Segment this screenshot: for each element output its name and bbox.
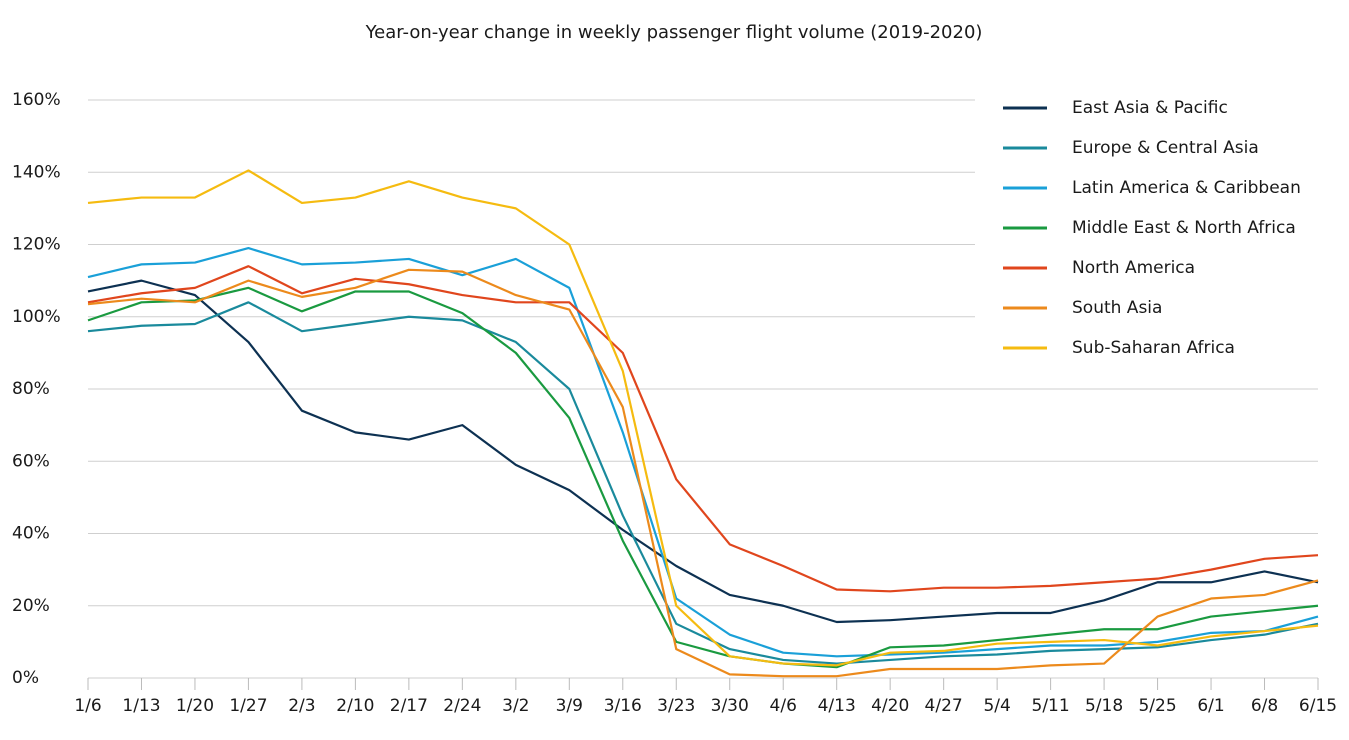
series-line	[87, 265, 1319, 593]
x-tick-label: 4/6	[770, 696, 797, 716]
x-tick-label: 3/16	[604, 696, 642, 716]
x-tick-label: 3/30	[711, 696, 749, 716]
legend-label: Middle East & North Africa	[1072, 218, 1296, 238]
x-tick-label: 3/9	[556, 696, 583, 716]
x-tick-label: 5/11	[1032, 696, 1070, 716]
legend-label: South Asia	[1072, 298, 1162, 318]
series-line	[87, 301, 1319, 665]
series-line	[87, 169, 1319, 667]
x-tick-label: 2/10	[336, 696, 374, 716]
y-tick-label: 80%	[12, 379, 50, 399]
series-line	[87, 247, 1319, 658]
y-tick-label: 60%	[12, 451, 50, 471]
x-tick-label: 2/24	[443, 696, 481, 716]
x-tick-label: 1/27	[229, 696, 267, 716]
x-tick-label: 4/13	[818, 696, 856, 716]
y-tick-label: 20%	[12, 596, 50, 616]
x-tick-label: 2/3	[288, 696, 315, 716]
x-tick-label: 6/15	[1299, 696, 1337, 716]
legend-label: East Asia & Pacific	[1072, 98, 1228, 118]
legend-label: Latin America & Caribbean	[1072, 178, 1301, 198]
legend-label: Sub-Saharan Africa	[1072, 338, 1235, 358]
series-line	[87, 279, 1319, 624]
x-tick-label: 6/8	[1251, 696, 1278, 716]
x-tick-label: 5/25	[1138, 696, 1176, 716]
y-tick-label: 0%	[12, 668, 39, 688]
x-tick-label: 3/2	[502, 696, 529, 716]
series-line	[87, 268, 1319, 678]
legend-label: Europe & Central Asia	[1072, 138, 1259, 158]
legend-label: North America	[1072, 258, 1195, 278]
x-tick-label: 5/4	[983, 696, 1010, 716]
x-tick-label: 4/20	[871, 696, 909, 716]
series-line	[87, 286, 1319, 669]
x-tick-label: 2/17	[390, 696, 428, 716]
y-tick-label: 100%	[12, 307, 61, 327]
y-tick-label: 40%	[12, 524, 50, 544]
chart-title: Year-on-year change in weekly passenger …	[365, 22, 983, 43]
y-tick-label: 120%	[12, 235, 61, 255]
y-tick-label: 160%	[12, 90, 61, 110]
x-tick-label: 1/13	[122, 696, 160, 716]
x-tick-label: 3/23	[657, 696, 695, 716]
x-tick-label: 1/20	[176, 696, 214, 716]
y-tick-label: 140%	[12, 162, 61, 182]
x-tick-label: 5/18	[1085, 696, 1123, 716]
x-tick-label: 4/27	[925, 696, 963, 716]
x-tick-label: 6/1	[1197, 696, 1224, 716]
x-tick-label: 1/6	[74, 696, 101, 716]
